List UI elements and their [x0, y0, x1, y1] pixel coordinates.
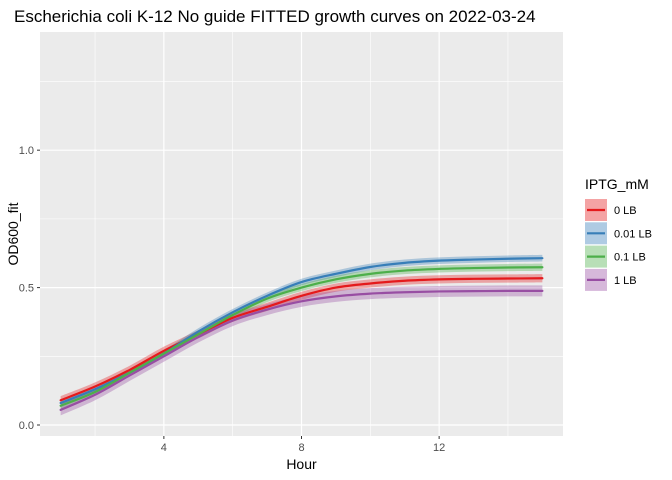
x-tick-label: 8	[298, 442, 304, 454]
chart-title: Escherichia coli K-12 No guide FITTED gr…	[14, 7, 536, 26]
x-axis-ticks: 4 8 12	[161, 436, 445, 454]
series-lines	[59, 257, 544, 411]
major-gridlines	[40, 32, 563, 436]
y-tick-label: 0.0	[19, 420, 34, 432]
x-axis-title: Hour	[286, 456, 317, 472]
legend-label: 0 LB	[614, 205, 637, 217]
series-band	[60, 254, 543, 407]
x-tick-label: 4	[161, 442, 167, 454]
legend-title: IPTG_mM	[585, 176, 649, 192]
y-tick-label: 1.0	[19, 145, 34, 157]
x-tick-label: 12	[433, 442, 445, 454]
legend-label: 1 LB	[614, 275, 637, 287]
legend: IPTG_mM 0 LB 0.01 LB 0.1 LB 1 LB	[585, 176, 652, 291]
confidence-bands	[60, 254, 543, 416]
y-axis-ticks: 0.0 0.5 1.0	[19, 145, 40, 432]
series-line	[59, 266, 544, 407]
legend-label: 0.1 LB	[614, 252, 646, 264]
y-axis-title: OD600_fit	[5, 202, 21, 265]
y-tick-label: 0.5	[19, 283, 34, 295]
series-line	[59, 277, 544, 402]
legend-label: 0.01 LB	[614, 228, 652, 240]
series-line	[59, 289, 544, 411]
